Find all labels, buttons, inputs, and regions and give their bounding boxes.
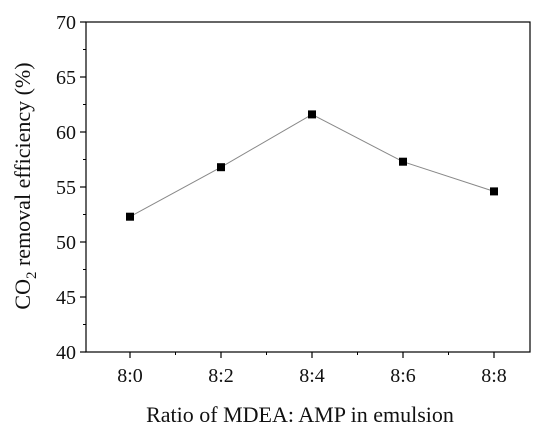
y-tick-label: 45 [56, 287, 76, 309]
x-tick-label: 8:8 [481, 365, 507, 387]
x-tick-label: 8:6 [390, 365, 416, 387]
y-tick-label: 40 [56, 342, 76, 364]
y-tick-label: 70 [56, 12, 76, 34]
x-tick-label: 8:0 [117, 365, 143, 387]
y-axis-label: CO2 removal efficiency (%) [10, 62, 40, 309]
y-tick-label: 65 [56, 67, 76, 89]
series [126, 110, 498, 221]
y-axis-label-prefix: CO [10, 279, 35, 310]
y-tick-label: 55 [56, 177, 76, 199]
data-point [308, 110, 316, 119]
x-tick-label: 8:4 [299, 365, 325, 387]
plot-area [85, 21, 531, 353]
plot-frame [85, 21, 531, 353]
y-axis-label-subscript: 2 [24, 272, 40, 280]
y-tick-label: 50 [56, 232, 76, 254]
data-point [399, 157, 407, 166]
x-axis-label: Ratio of MDEA: AMP in emulsion [146, 402, 454, 427]
data-point [490, 187, 498, 196]
y-axis-label-suffix: removal efficiency (%) [10, 62, 35, 271]
data-point [126, 212, 134, 221]
y-axis: 40 45 50 55 60 65 70 [56, 12, 86, 364]
y-tick-label: 60 [56, 122, 76, 144]
data-point [217, 163, 225, 172]
x-tick-label: 8:2 [208, 365, 234, 387]
series-line [129, 113, 495, 218]
x-axis: 8:0 8:2 8:4 8:6 8:8 [117, 352, 507, 387]
